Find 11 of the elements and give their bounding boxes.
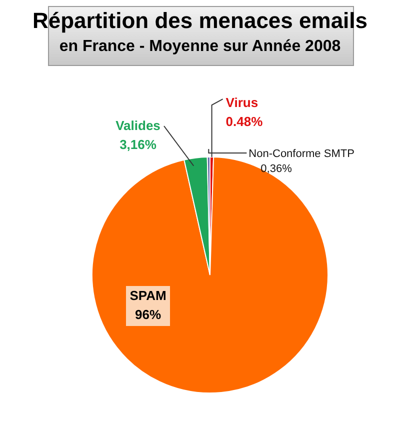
data-label: 3,16% [120,137,157,152]
slice-label: Non-Conforme SMTP [248,148,354,160]
data-label: 0,36% [260,163,292,176]
chart-subtitle: en France - Moyenne sur Année 2008 [58,38,342,56]
pie-slice [92,156,328,394]
slice-label: Valides [116,118,160,133]
slice-label: SPAM [130,288,166,303]
chart-title: Répartition des menaces emails [31,8,369,34]
slice-label: Virus [226,95,258,110]
data-label: 0.48% [226,114,264,130]
data-label: 96% [134,307,162,322]
